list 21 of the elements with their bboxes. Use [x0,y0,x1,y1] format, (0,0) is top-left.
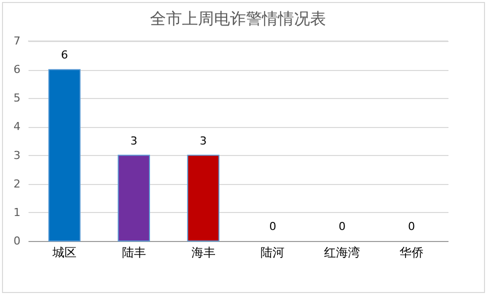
x-tick-label: 陆河 [260,246,285,260]
x-tick-label: 红海湾 [324,246,360,260]
y-tick-label: 0 [14,234,20,248]
data-label: 0 [338,220,346,233]
data-label: 3 [200,134,207,148]
data-label: 0 [408,220,416,233]
x-tick-label: 陆丰 [122,246,146,260]
y-tick-label: 6 [14,63,20,76]
y-tick-label: 5 [14,92,20,105]
data-label: 0 [269,220,276,233]
x-tick-label: 海丰 [191,246,216,260]
x-tick-label: 城区 [51,246,76,260]
y-tick-label: 1 [14,206,20,219]
y-tick-label: 3 [14,148,20,162]
chart-title: 全市上周电诈警情情况表 [150,9,326,28]
y-tick-label: 7 [14,34,20,48]
x-tick-label: 华侨 [400,246,424,260]
data-label: 3 [130,134,138,148]
y-tick-label: 4 [14,120,20,134]
y-tick-label: 2 [14,177,20,190]
data-label: 6 [60,48,68,62]
